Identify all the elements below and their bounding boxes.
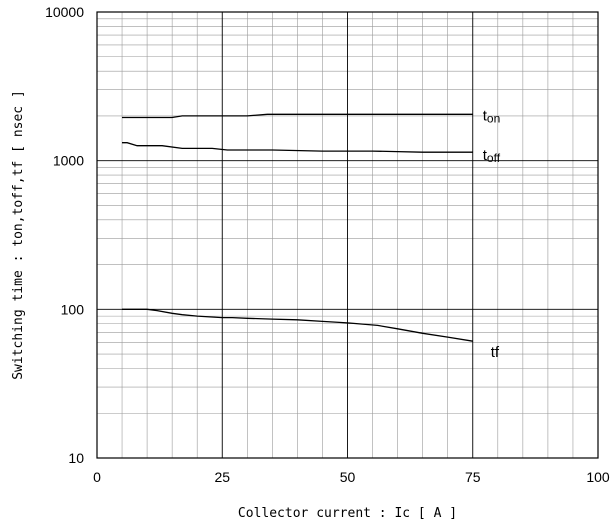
series-label-ton-sub: on [487,111,500,125]
x-tick-label: 75 [465,469,481,485]
series-label-toff-t: t [483,147,488,164]
plot-frame [96,11,599,459]
y-tick-label: 10000 [45,4,84,20]
series-line-tf [122,308,473,342]
tick-labels: 0 25 50 75 100 10 100 1000 10000 [45,4,610,485]
grid-layer [97,12,598,458]
series-line-toff [122,142,473,153]
x-tick-label: 25 [214,469,230,485]
series-label-layer: ton toff tf [483,107,501,361]
y-tick-label: 10 [68,450,84,466]
series-label-toff-sub: off [487,151,501,165]
x-axis-title: Collector current : Ic [ A ] [238,506,457,521]
series-label-ton: ton [483,107,501,125]
y-tick-label: 1000 [53,153,84,169]
series-label-ton-t: t [483,107,488,124]
y-tick-label: 100 [61,301,85,317]
series-label-toff: toff [483,147,501,165]
series-line-ton [122,113,473,119]
series-layer [122,113,473,342]
x-tick-label: 0 [93,469,101,485]
series-label-tf: tf [491,344,500,361]
x-tick-label: 50 [340,469,356,485]
x-tick-label: 100 [586,469,610,485]
y-axis-title: Switching time : ton,toff,tf [ nsec ] [11,90,26,380]
